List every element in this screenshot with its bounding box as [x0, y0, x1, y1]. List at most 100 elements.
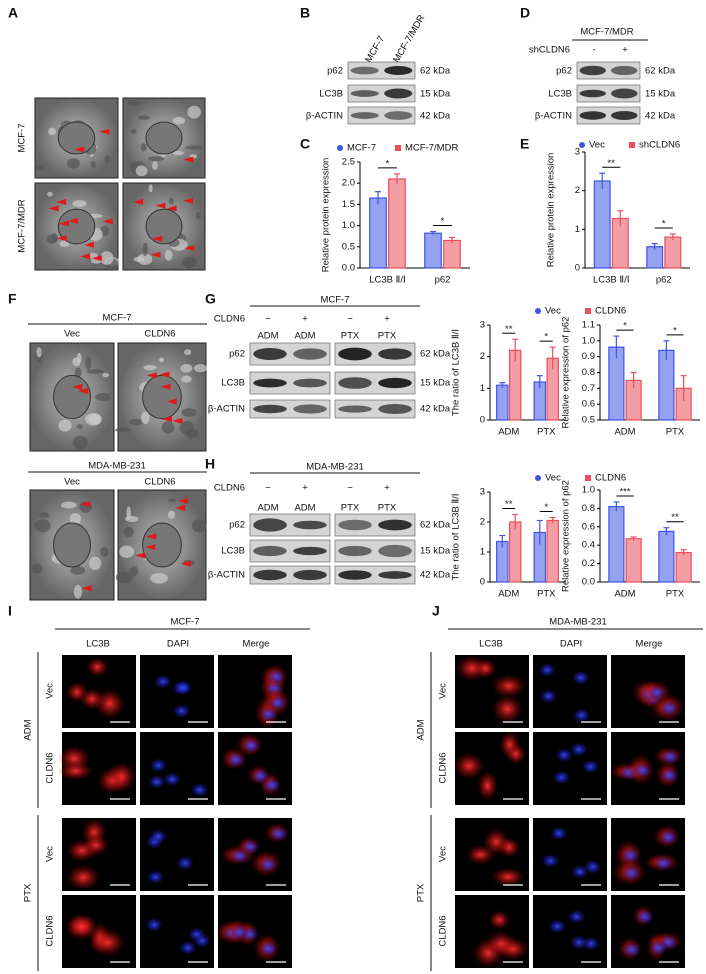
label: +	[384, 483, 390, 494]
organelle	[70, 565, 86, 575]
lc3b-signal	[491, 867, 526, 887]
band	[338, 377, 372, 389]
panel-letter: E	[520, 136, 529, 152]
nucleus-signal	[164, 772, 181, 786]
label: MDA-MB-231	[306, 462, 364, 473]
band	[378, 403, 412, 415]
y-tick-label: 2	[575, 185, 580, 196]
nucleus-signal	[622, 849, 639, 863]
y-tick-label: 1.0	[582, 485, 595, 496]
organelle	[193, 364, 207, 373]
nucleus-signal	[177, 856, 194, 870]
label: ADM	[257, 503, 278, 514]
organelle	[140, 411, 150, 425]
organelle	[195, 211, 201, 220]
organelle	[72, 200, 87, 208]
bar	[369, 197, 387, 269]
row-label: Vec	[45, 846, 56, 862]
panel-letter: A	[8, 5, 18, 21]
y-tick-label: 0	[575, 263, 580, 274]
significance-mark: **	[505, 499, 513, 510]
channel-label: LC3B	[479, 639, 503, 650]
arrow	[84, 241, 95, 248]
bar	[388, 178, 406, 269]
y-tick-label: 0.8	[582, 503, 595, 514]
y-tick-label: 0.9	[582, 351, 595, 362]
label: CLDN6	[144, 477, 175, 488]
arrow	[81, 585, 92, 592]
y-tick-label: 0.0	[582, 577, 595, 588]
arrow	[180, 560, 191, 567]
nucleus	[53, 374, 91, 420]
nucleus-signal	[191, 783, 208, 797]
organelle	[164, 249, 173, 261]
organelle	[172, 116, 186, 125]
band	[293, 404, 327, 414]
drug-label: PTX	[23, 883, 34, 902]
nucleus-signal	[583, 937, 600, 951]
y-tick-label: 0.6	[582, 399, 595, 410]
arrow	[56, 198, 67, 205]
band	[378, 571, 412, 579]
arrow	[175, 504, 186, 511]
arrow	[56, 235, 67, 242]
y-tick-label: 1.1	[582, 320, 595, 331]
row-label: Vec	[438, 846, 449, 862]
y-tick-label: 0.8	[582, 367, 595, 378]
nucleus-signal	[661, 701, 678, 715]
band	[350, 66, 379, 75]
x-tick-label: PTX	[537, 427, 556, 438]
bar	[625, 538, 642, 583]
arrow	[172, 417, 183, 424]
nucleus-signal	[570, 742, 587, 756]
row-label: Vec	[438, 683, 449, 699]
lane-label: MCF-7	[363, 34, 387, 65]
panel-letter: B	[300, 5, 310, 21]
x-tick-label: PTX	[666, 589, 685, 600]
band	[579, 65, 606, 76]
x-tick-label: p62	[435, 275, 451, 286]
drug-label: ADM	[23, 719, 34, 740]
nucleus-signal	[150, 829, 167, 843]
label: MDA-MB-231	[549, 617, 607, 628]
y-tick-label: 1.0	[582, 335, 595, 346]
nucleus-signal	[231, 849, 248, 863]
nucleus-signal	[571, 865, 588, 879]
bar	[546, 519, 559, 583]
label: 15 kDa	[420, 546, 451, 557]
lc3b-signal	[82, 834, 109, 856]
band	[338, 545, 372, 557]
lane-label: MCF-7/MDR	[391, 13, 427, 65]
y-axis-label: The ratio of LC3B Ⅱ/Ⅰ	[451, 329, 462, 416]
arrow	[161, 416, 172, 423]
arrow	[155, 202, 166, 209]
label: CLDN6	[214, 314, 245, 325]
y-tick-label: 0.2	[582, 558, 595, 569]
significance-mark: *	[662, 218, 666, 229]
band	[293, 546, 327, 556]
y-tick-label: 1	[575, 224, 580, 235]
organelle	[100, 546, 109, 557]
label: p62	[229, 349, 245, 360]
band	[378, 544, 412, 558]
organelle	[167, 498, 177, 503]
panel-letter: G	[205, 291, 216, 307]
label: Vec	[64, 329, 80, 340]
x-tick-label: ADM	[498, 589, 519, 600]
label: MCF-7/MDR	[580, 27, 633, 38]
y-tick-label: 2.5	[342, 157, 355, 168]
nucleus-signal	[655, 856, 672, 870]
organelle	[89, 413, 101, 425]
lc3b-signal	[65, 913, 98, 941]
arrow	[183, 156, 194, 163]
nucleus	[145, 208, 183, 245]
nucleus	[145, 121, 183, 155]
y-tick-label: 3	[480, 320, 485, 331]
label: ADM	[294, 331, 315, 342]
bar	[496, 540, 509, 583]
band	[611, 111, 638, 120]
legend-marker	[337, 145, 343, 151]
band	[378, 348, 412, 360]
micrograph	[533, 818, 607, 891]
label: MDA-MB-231	[88, 461, 146, 472]
